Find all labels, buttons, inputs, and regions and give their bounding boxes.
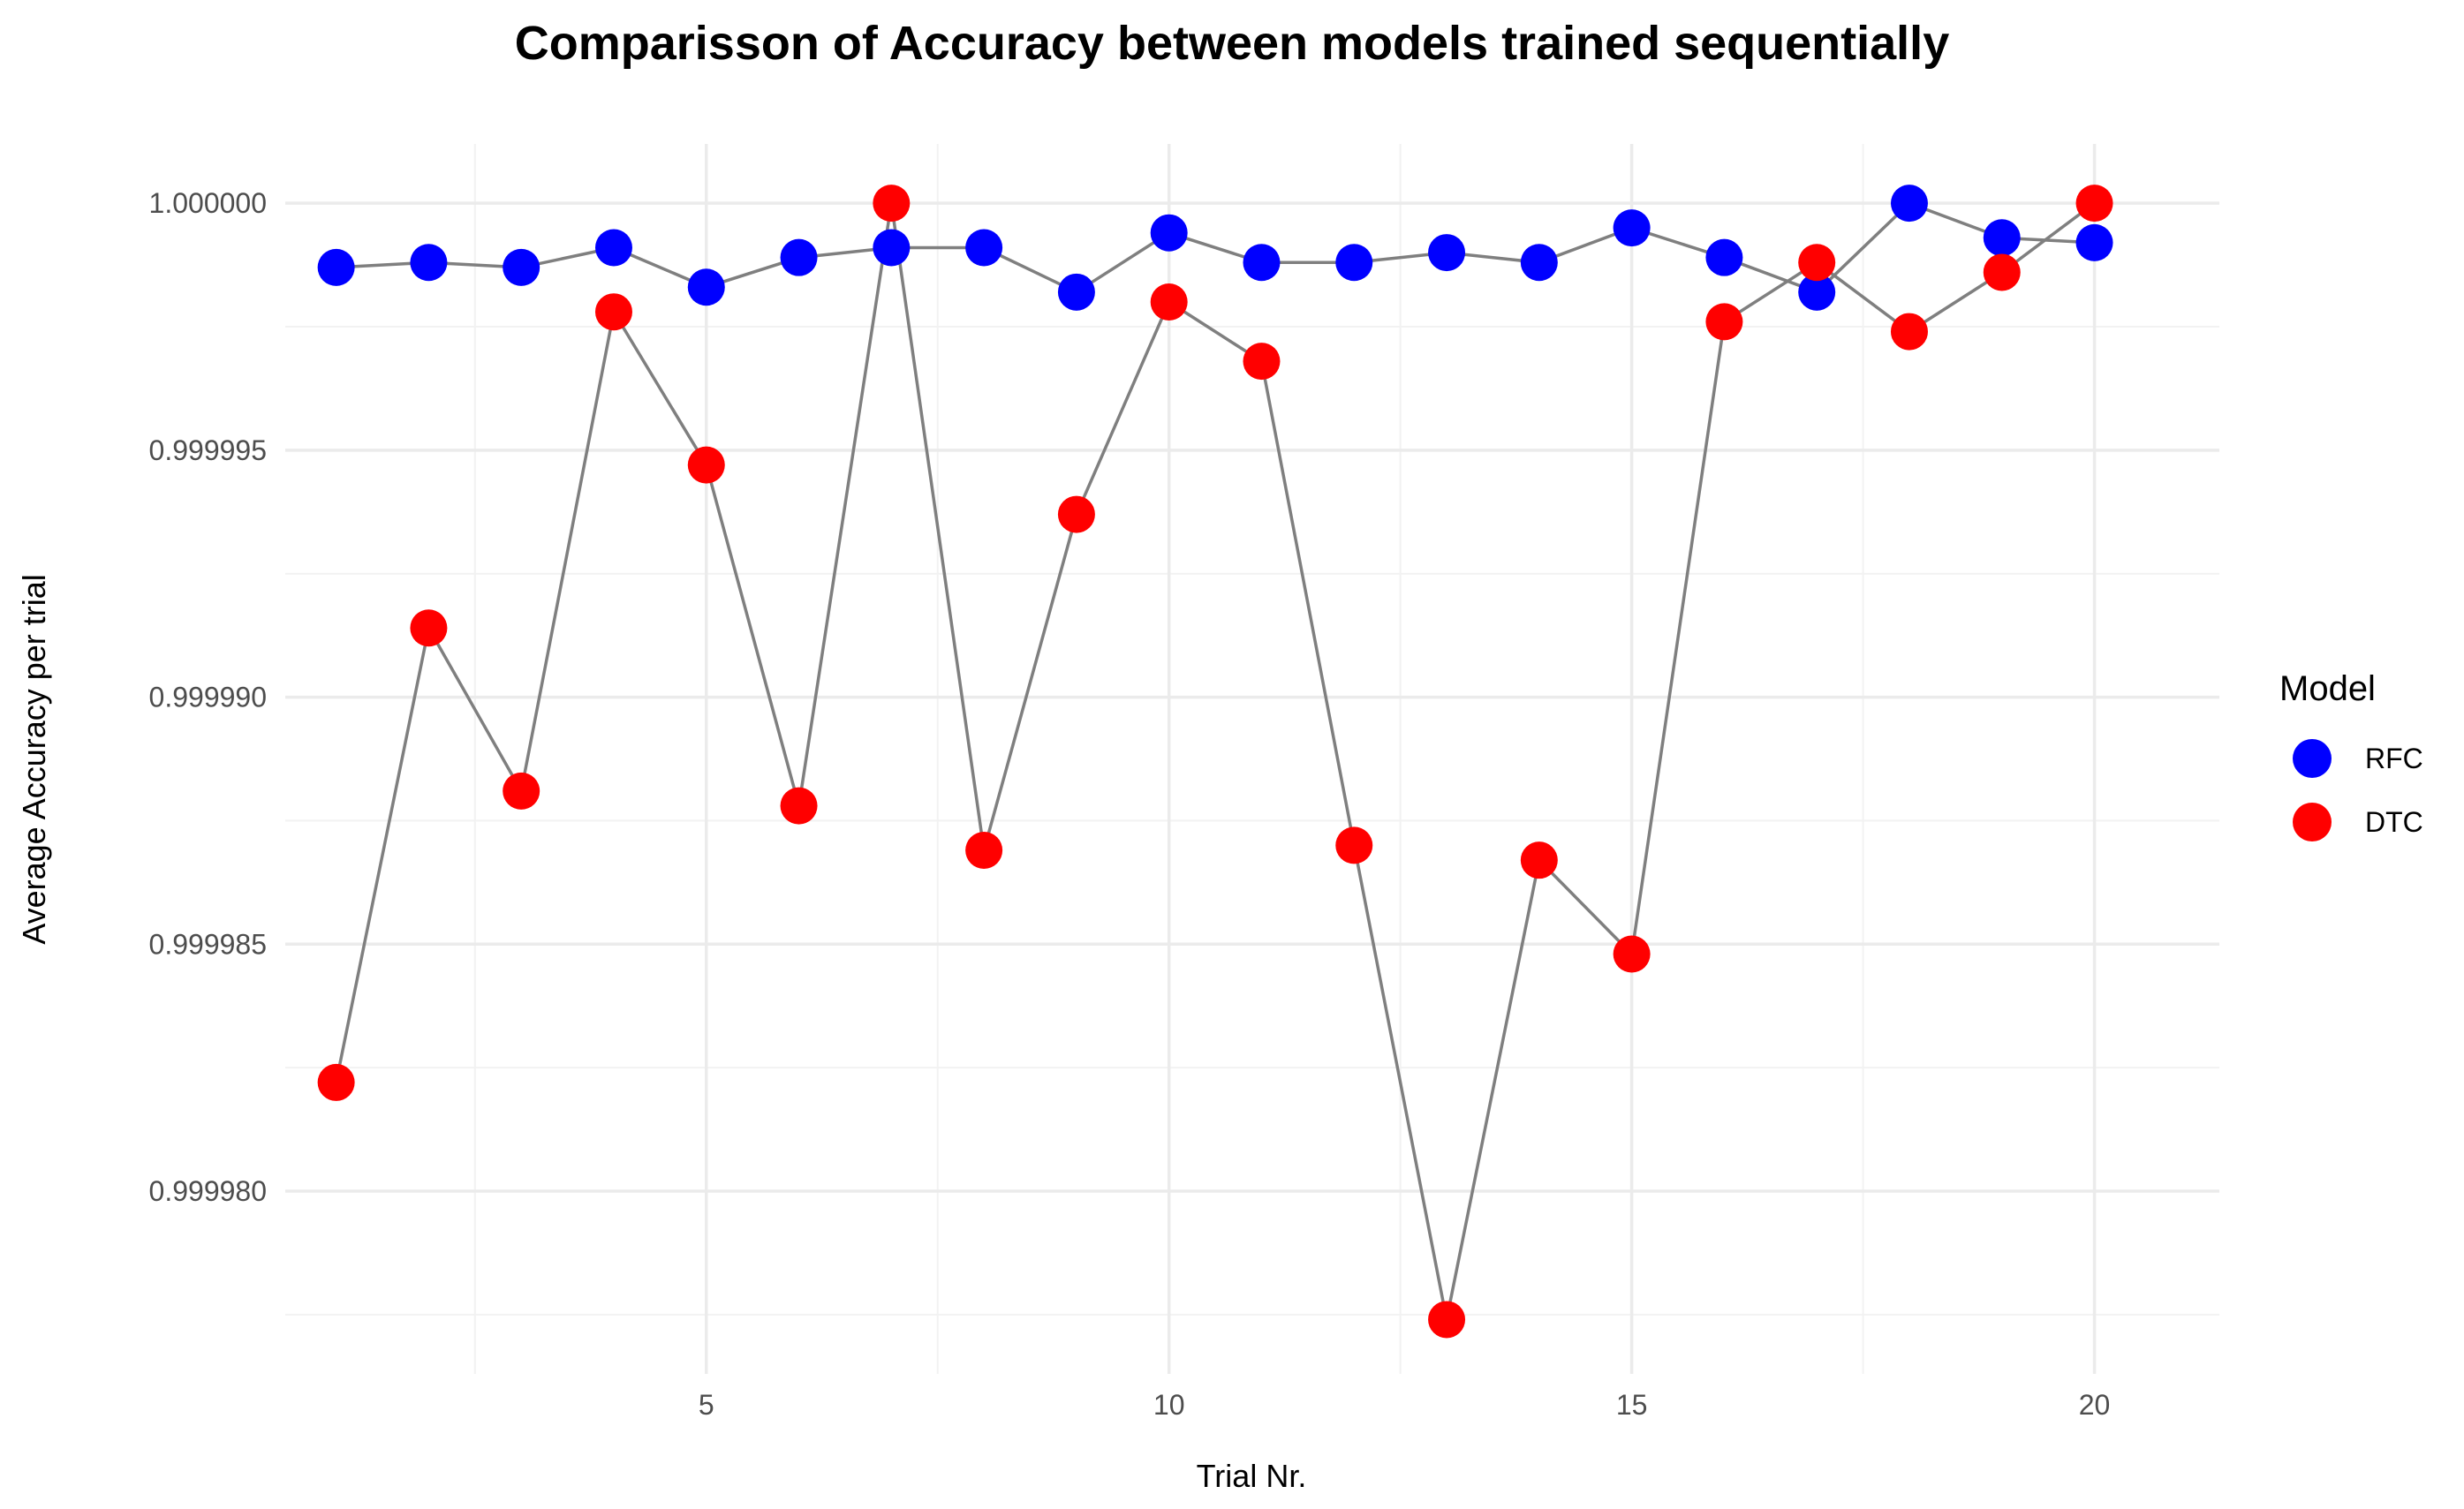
chart-title: Comparisson of Accuracy between models t…: [515, 17, 1949, 70]
data-point-dtc: [1890, 313, 1928, 351]
legend-key-rfc: [2293, 739, 2332, 778]
data-point-dtc: [1705, 303, 1743, 341]
y-axis-title: Average Accuracy per trial: [16, 574, 52, 945]
data-point-rfc: [873, 229, 911, 267]
data-point-rfc: [2075, 223, 2113, 261]
data-point-dtc: [1057, 495, 1095, 533]
data-point-rfc: [1705, 238, 1743, 276]
data-point-dtc: [873, 185, 911, 223]
data-point-dtc: [503, 772, 540, 810]
data-point-rfc: [1057, 273, 1095, 311]
y-tick-label: 1.000000: [149, 187, 267, 219]
data-point-dtc: [410, 609, 448, 647]
data-point-rfc: [1613, 209, 1651, 247]
data-point-dtc: [1243, 343, 1281, 381]
data-point-rfc: [1335, 244, 1373, 282]
data-point-rfc: [594, 229, 632, 267]
data-point-dtc: [317, 1063, 355, 1101]
x-tick-label: 5: [699, 1389, 714, 1421]
data-point-dtc: [2075, 185, 2113, 223]
data-point-rfc: [317, 248, 355, 286]
x-tick-label: 10: [1153, 1389, 1185, 1421]
data-point-rfc: [687, 268, 725, 306]
data-point-rfc: [1983, 219, 2021, 257]
legend: Model RFC DTC: [2279, 669, 2423, 841]
data-point-dtc: [1520, 841, 1558, 879]
legend-key-dtc: [2293, 803, 2332, 841]
data-point-rfc: [1798, 273, 1836, 311]
x-axis-title: Trial Nr.: [1197, 1458, 1307, 1494]
data-point-rfc: [1520, 244, 1558, 282]
x-axis-tick-labels: 5 10 15 20: [699, 1389, 2110, 1421]
x-tick-label: 20: [2079, 1389, 2111, 1421]
data-point-rfc: [1890, 185, 1928, 223]
y-axis-tick-labels: 0.999980 0.999985 0.999990 0.999995 1.000000: [149, 187, 267, 1207]
data-point-dtc: [1335, 826, 1373, 864]
data-point-dtc: [1613, 935, 1651, 973]
data-point-rfc: [1150, 214, 1188, 252]
data-point-dtc: [1798, 244, 1836, 282]
data-point-rfc: [410, 244, 448, 282]
legend-label-rfc: RFC: [2365, 743, 2423, 774]
legend-title: Model: [2279, 669, 2376, 708]
grid: [285, 144, 2219, 1374]
y-tick-label: 0.999985: [149, 928, 267, 960]
y-tick-label: 0.999995: [149, 434, 267, 466]
data-point-rfc: [965, 229, 1003, 267]
x-tick-label: 15: [1616, 1389, 1648, 1421]
data-point-dtc: [687, 446, 725, 484]
data-point-dtc: [965, 831, 1003, 869]
data-point-dtc: [594, 293, 632, 331]
data-point-rfc: [780, 238, 818, 276]
y-tick-label: 0.999980: [149, 1175, 267, 1207]
data-point-rfc: [1428, 234, 1466, 272]
data-point-rfc: [1243, 244, 1281, 282]
data-points: [317, 185, 2113, 1339]
data-point-rfc: [503, 248, 540, 286]
data-point-dtc: [1983, 253, 2021, 291]
data-point-dtc: [780, 787, 818, 825]
legend-label-dtc: DTC: [2365, 806, 2423, 838]
data-point-dtc: [1150, 283, 1188, 321]
y-tick-label: 0.999990: [149, 682, 267, 713]
data-point-dtc: [1428, 1301, 1466, 1339]
